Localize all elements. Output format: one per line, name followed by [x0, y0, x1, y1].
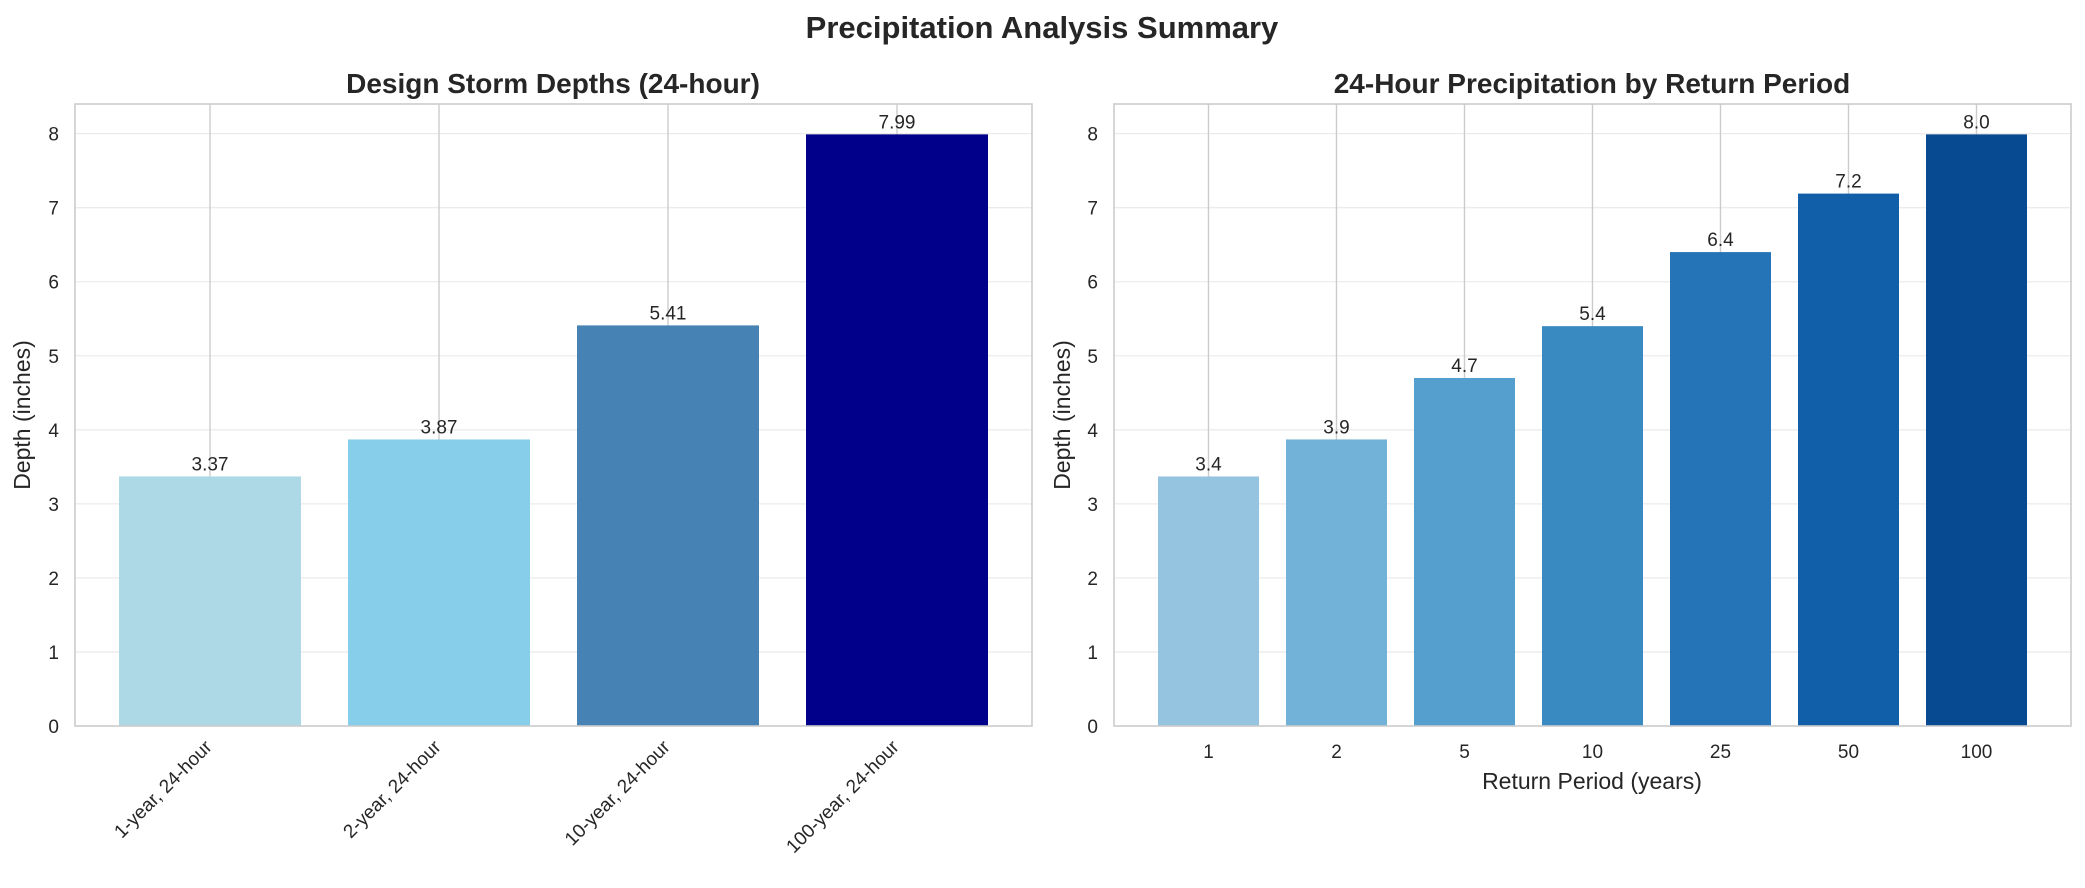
y-tick-label: 5: [48, 347, 59, 368]
y-tick-label: 6: [48, 273, 59, 294]
bar: [1286, 439, 1387, 726]
y-tick-label: 4: [1087, 421, 1098, 442]
y-tick-label: 8: [48, 125, 59, 146]
bar-value-label: 5.41: [650, 303, 687, 324]
bar-value-label: 8.0: [1963, 112, 1989, 133]
bar-value-label: 5.4: [1579, 304, 1606, 325]
y-tick-label: 3: [48, 495, 59, 516]
bar-value-label: 4.7: [1451, 356, 1477, 377]
bar-value-label: 3.37: [192, 454, 229, 475]
x-tick-label: 25: [1710, 742, 1731, 763]
x-tick-label: 1-year, 24-hour: [111, 736, 217, 842]
y-tick-label: 1: [48, 643, 59, 664]
chart-panel-return-period: 24-Hour Precipitation by Return Period D…: [1049, 68, 2072, 794]
x-tick-label: 10: [1582, 742, 1603, 763]
bar: [348, 439, 530, 726]
y-tick-label: 0: [1087, 717, 1098, 738]
x-tick-label: 100: [1961, 742, 1993, 763]
bar: [806, 134, 988, 727]
y-tick-label: 0: [48, 717, 59, 738]
bar-value-label: 6.4: [1707, 230, 1734, 251]
bar: [1542, 326, 1643, 726]
bar-value-label: 7.99: [879, 112, 916, 133]
bar: [1158, 476, 1259, 726]
plot-area: 0 1 2 3 4 5 6 7 8 3.37 1-year, 24-hour 3.87 2-year, …: [48, 103, 1033, 858]
y-tick-label: 5: [1087, 347, 1098, 368]
x-tick-label: 5: [1459, 742, 1470, 763]
y-axis-label: Depth (inches): [9, 340, 35, 490]
bar: [1414, 377, 1515, 726]
bar: [119, 476, 301, 726]
x-axis-label: Return Period (years): [1482, 768, 1702, 794]
y-tick-label: 3: [1087, 495, 1098, 516]
y-tick-label: 1: [1087, 643, 1098, 664]
bar-value-label: 3.87: [421, 417, 458, 438]
bar-value-label: 7.2: [1835, 172, 1861, 193]
y-tick-label: 4: [48, 421, 59, 442]
x-tick-label: 1: [1203, 742, 1214, 763]
figure-title: Precipitation Analysis Summary: [806, 10, 1279, 45]
chart-title: Design Storm Depths (24-hour): [346, 68, 760, 99]
bar: [1670, 252, 1771, 726]
x-tick-label: 50: [1838, 742, 1859, 763]
plot-area: 0 1 2 3 4 5 6 7 8 3.4 1 3.9 2 4.7 5 5.4 10 6.4 25 7.2 50 8.0 1…: [1087, 103, 2072, 763]
x-tick-label: 10-year, 24-hour: [561, 736, 675, 850]
y-axis-label: Depth (inches): [1049, 340, 1075, 490]
y-tick-label: 7: [48, 199, 59, 220]
y-tick-label: 7: [1087, 199, 1098, 220]
bar: [577, 325, 759, 726]
chart-panel-design-storm: Design Storm Depths (24-hour) Depth (inc…: [9, 68, 1033, 858]
x-tick-label: 100-year, 24-hour: [783, 736, 904, 857]
bar: [1798, 193, 1899, 726]
chart-title: 24-Hour Precipitation by Return Period: [1334, 68, 1851, 99]
bar-value-label: 3.9: [1323, 417, 1349, 438]
y-tick-label: 2: [48, 569, 59, 590]
y-tick-label: 2: [1087, 569, 1098, 590]
axes-frame: [1113, 103, 2072, 727]
axes-frame: [74, 103, 1033, 727]
bar-value-label: 3.4: [1195, 454, 1222, 475]
y-tick-label: 6: [1087, 273, 1098, 294]
x-tick-label: 2-year, 24-hour: [340, 736, 446, 842]
bar: [1926, 134, 2027, 727]
x-tick-label: 2: [1331, 742, 1342, 763]
y-tick-label: 8: [1087, 125, 1098, 146]
